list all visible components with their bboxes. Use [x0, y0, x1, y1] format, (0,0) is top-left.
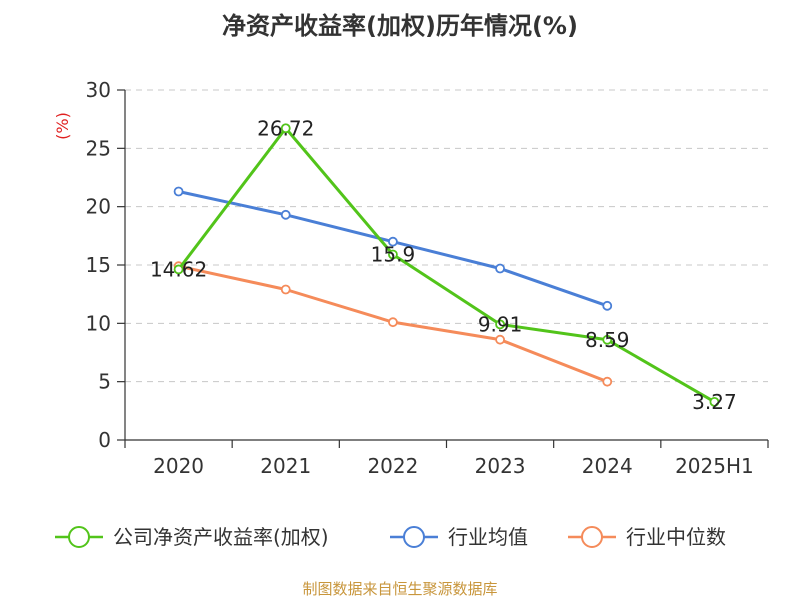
legend-item: 行业中位数	[568, 525, 726, 549]
chart-title: 净资产收益率(加权)历年情况(%)	[222, 12, 578, 40]
legend-label: 行业均值	[448, 525, 528, 549]
series-point	[280, 123, 291, 134]
data-label: 14.62	[150, 257, 207, 281]
x-tick-label: 2020	[153, 454, 204, 478]
data-label: 3.27	[692, 390, 737, 414]
series-point	[173, 264, 184, 275]
data-label: 26.72	[257, 116, 314, 140]
x-tick-label: 2021	[260, 454, 311, 478]
y-tick-label: 25	[86, 136, 111, 160]
grid-layer	[125, 89, 768, 383]
legend-label: 公司净资产收益率(加权)	[113, 525, 329, 549]
legend-swatch-marker	[581, 526, 603, 548]
legend-label: 行业中位数	[626, 525, 726, 549]
legend: 公司净资产收益率(加权) 行业均值 行业中位数	[55, 525, 726, 549]
data-label: 15.9	[371, 243, 416, 267]
legend-item: 行业均值	[390, 525, 528, 549]
series-layer	[173, 123, 720, 407]
series-point	[495, 319, 505, 330]
axis-layer: 0 5 10 15 20 25 30 2020 2021 2022 2023 2024 2025H1	[86, 78, 769, 478]
series-point	[602, 334, 613, 345]
series-point	[602, 300, 613, 311]
series-point	[173, 186, 184, 197]
data-label: 8.59	[585, 328, 630, 352]
series-point	[495, 263, 505, 274]
x-tick-label: 2022	[367, 454, 418, 478]
series-line	[177, 126, 716, 404]
series-point	[280, 209, 291, 220]
y-tick-label: 20	[86, 195, 111, 219]
series-point	[495, 334, 505, 345]
x-tick-label: 2023	[475, 454, 526, 478]
series-point	[388, 236, 398, 247]
legend-swatch-marker	[68, 526, 90, 548]
series-point	[388, 317, 398, 328]
y-tick-label: 0	[98, 428, 111, 452]
y-tick-label: 15	[86, 253, 111, 277]
legend-swatch-marker	[403, 526, 425, 548]
data-label-layer: 14.62 26.72 15.9 9.91 8.59 3.27	[150, 116, 737, 414]
data-label: 9.91	[478, 312, 523, 336]
y-tick-label: 5	[98, 370, 111, 394]
series-point	[388, 249, 398, 260]
series-point	[280, 284, 291, 295]
x-tick-label: 2024	[582, 454, 633, 478]
x-tick-label: 2025H1	[675, 454, 754, 478]
source-note: 制图数据来自恒生聚源数据库	[302, 580, 497, 598]
y-tick-label: 30	[86, 78, 111, 102]
legend-item: 公司净资产收益率(加权)	[55, 525, 329, 549]
y-axis-unit-label: (%)	[53, 112, 72, 140]
series-point	[602, 376, 613, 387]
series-point	[709, 396, 720, 407]
y-tick-label: 10	[86, 311, 111, 335]
